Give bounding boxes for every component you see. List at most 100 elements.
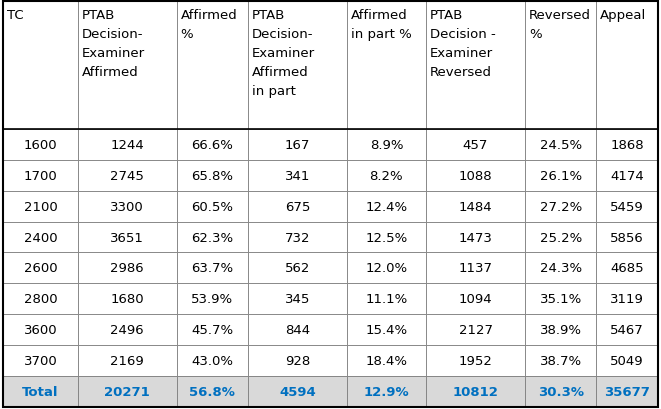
Bar: [3, 345, 77, 376]
Text: 3119: 3119: [610, 292, 644, 306]
Text: 562: 562: [285, 262, 310, 275]
Bar: [3, 222, 77, 253]
Bar: [77, 284, 176, 315]
Text: 2800: 2800: [24, 292, 58, 306]
Text: 457: 457: [463, 139, 488, 151]
Bar: [525, 253, 596, 284]
Bar: [426, 253, 525, 284]
Bar: [426, 315, 525, 345]
Bar: [426, 130, 525, 160]
Bar: [426, 222, 525, 253]
Bar: [176, 253, 248, 284]
Bar: [176, 191, 248, 222]
Bar: [426, 345, 525, 376]
Text: 345: 345: [285, 292, 310, 306]
Bar: [525, 2, 596, 130]
Bar: [525, 160, 596, 191]
Bar: [77, 315, 176, 345]
Text: 1088: 1088: [459, 169, 492, 182]
Text: 1473: 1473: [459, 231, 492, 244]
Bar: [248, 2, 347, 130]
Text: 1137: 1137: [459, 262, 492, 275]
Bar: [3, 284, 77, 315]
Bar: [525, 284, 596, 315]
Text: 38.9%: 38.9%: [539, 324, 582, 336]
Bar: [596, 284, 658, 315]
Text: 5459: 5459: [610, 200, 644, 213]
Bar: [525, 222, 596, 253]
Text: 2100: 2100: [24, 200, 58, 213]
Text: 10812: 10812: [453, 385, 498, 398]
Text: 2400: 2400: [24, 231, 58, 244]
Bar: [347, 376, 426, 407]
Bar: [248, 376, 347, 407]
Text: 5467: 5467: [610, 324, 644, 336]
Bar: [525, 345, 596, 376]
Bar: [248, 191, 347, 222]
Bar: [347, 160, 426, 191]
Text: 1484: 1484: [459, 200, 492, 213]
Bar: [176, 345, 248, 376]
Text: 4685: 4685: [610, 262, 644, 275]
Text: PTAB
Decision-
Examiner
Affirmed
in part: PTAB Decision- Examiner Affirmed in part: [252, 9, 315, 98]
Bar: [3, 191, 77, 222]
Text: 3651: 3651: [110, 231, 144, 244]
Bar: [77, 345, 176, 376]
Bar: [426, 2, 525, 130]
Text: 53.9%: 53.9%: [191, 292, 233, 306]
Text: 2600: 2600: [24, 262, 58, 275]
Text: 12.5%: 12.5%: [366, 231, 408, 244]
Text: 26.1%: 26.1%: [539, 169, 582, 182]
Bar: [426, 284, 525, 315]
Text: 4594: 4594: [279, 385, 316, 398]
Text: 732: 732: [285, 231, 310, 244]
Text: 35677: 35677: [604, 385, 650, 398]
Bar: [176, 222, 248, 253]
Text: 24.3%: 24.3%: [539, 262, 582, 275]
Text: 60.5%: 60.5%: [191, 200, 233, 213]
Text: 1680: 1680: [110, 292, 144, 306]
Text: 30.3%: 30.3%: [537, 385, 584, 398]
Text: 12.9%: 12.9%: [364, 385, 409, 398]
Text: TC: TC: [7, 9, 24, 22]
Text: 8.9%: 8.9%: [369, 139, 403, 151]
Bar: [77, 130, 176, 160]
Bar: [596, 191, 658, 222]
Text: 12.4%: 12.4%: [366, 200, 407, 213]
Text: 38.7%: 38.7%: [539, 354, 582, 367]
Text: 20271: 20271: [104, 385, 150, 398]
Bar: [347, 315, 426, 345]
Bar: [525, 376, 596, 407]
Text: 12.0%: 12.0%: [366, 262, 407, 275]
Text: PTAB
Decision -
Examiner
Reversed: PTAB Decision - Examiner Reversed: [430, 9, 496, 79]
Bar: [77, 222, 176, 253]
Text: 63.7%: 63.7%: [191, 262, 233, 275]
Bar: [248, 160, 347, 191]
Text: 3600: 3600: [24, 324, 58, 336]
Bar: [77, 191, 176, 222]
Bar: [596, 2, 658, 130]
Text: 35.1%: 35.1%: [539, 292, 582, 306]
Bar: [596, 345, 658, 376]
Text: 45.7%: 45.7%: [191, 324, 233, 336]
Text: 1094: 1094: [459, 292, 492, 306]
Text: 8.2%: 8.2%: [369, 169, 403, 182]
Text: 1868: 1868: [610, 139, 644, 151]
Text: 2496: 2496: [110, 324, 144, 336]
Bar: [3, 253, 77, 284]
Text: 4174: 4174: [610, 169, 644, 182]
Bar: [347, 2, 426, 130]
Text: 2169: 2169: [110, 354, 144, 367]
Text: 844: 844: [285, 324, 310, 336]
Bar: [77, 253, 176, 284]
Text: 15.4%: 15.4%: [366, 324, 407, 336]
Bar: [248, 345, 347, 376]
Text: 3700: 3700: [24, 354, 58, 367]
Bar: [596, 160, 658, 191]
Text: 1600: 1600: [24, 139, 58, 151]
Text: 5856: 5856: [610, 231, 644, 244]
Bar: [176, 160, 248, 191]
Bar: [248, 222, 347, 253]
Text: 62.3%: 62.3%: [191, 231, 233, 244]
Bar: [3, 2, 77, 130]
